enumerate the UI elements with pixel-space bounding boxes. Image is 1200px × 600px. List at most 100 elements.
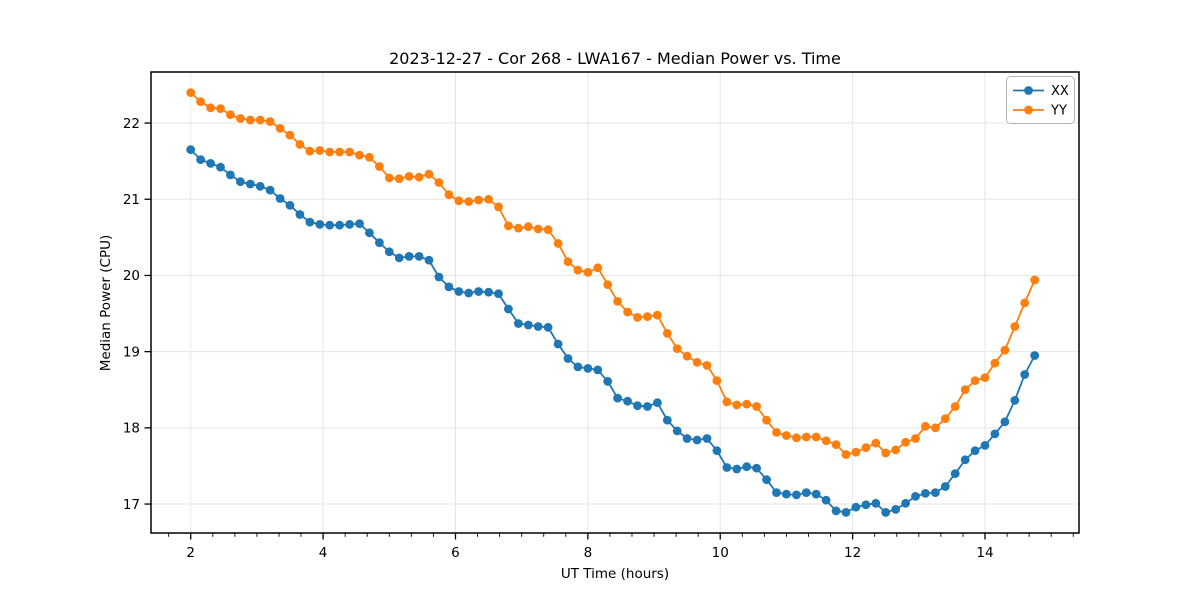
series-xx-point [772,488,781,497]
series-yy-point [901,437,910,447]
series-xx-point [970,446,980,456]
series-xx-point [315,220,325,229]
series-yy-point [861,443,871,453]
series-xx-point [216,162,225,172]
series-xx-point [494,289,503,299]
chart-title: 2023-12-27 - Cor 268 - LWA167 - Median P… [389,49,841,68]
series-xx-point [384,247,394,257]
series-xx-point [911,492,920,501]
series-xx-point [305,217,315,227]
x-axis-label: UT Time (hours) [561,566,669,582]
legend: XX YY [1006,76,1075,124]
series-xx-point [1010,396,1020,405]
series-yy-point [444,190,454,200]
series-xx-point [623,396,632,406]
series-yy-point [553,239,563,248]
series-yy-point [662,329,672,338]
series-xx-point [573,362,583,372]
series-yy-point [940,414,950,424]
series-xx-point [245,179,255,189]
series-xx-point [762,475,771,485]
series-yy-point [851,447,861,457]
series-yy-point [434,178,444,187]
series-xx-point [434,272,444,282]
series-yy-point [236,114,245,123]
series-yy-point [653,310,662,320]
series-xx-point [1030,351,1040,360]
series-yy-point [921,421,930,431]
series-xx-line [190,149,1036,514]
legend-marker-yy-icon [1024,105,1033,115]
series-yy-point [543,225,553,235]
series-xx-point [454,287,464,296]
x-tick-label: 14 [976,545,993,561]
series-yy-point [623,307,632,317]
x-tick-label: 8 [584,545,593,561]
series-xx-point [881,508,891,517]
y-tick-label: 17 [123,497,140,513]
series-xx-point [464,288,474,298]
series-yy-point [871,438,881,448]
series-xx-point [543,322,553,332]
series-xx-point [394,253,404,263]
series-yy-point [782,431,791,440]
series-yy-point [1010,322,1020,331]
series-xx-point [186,145,196,155]
series-xx-point [722,463,732,472]
series-xx-point [682,434,692,443]
x-tick-label: 10 [712,545,729,561]
series-yy-point [593,263,603,273]
series-yy-point [245,115,255,125]
series-yy-point [315,146,325,155]
series-yy-point [911,434,920,443]
series-xx-point [375,238,384,248]
series-yy-point [980,373,990,382]
series-xx-point [752,463,761,473]
y-tick-label: 20 [123,268,140,284]
series-yy-point [514,223,523,233]
series-yy-point [573,265,583,275]
legend-label-yy: YY [1050,104,1067,119]
series-xx-point [355,219,364,229]
series-xx-point [255,181,265,191]
series-yy-point [484,194,493,204]
series-yy-point [285,130,295,140]
series-yy-point [583,268,593,277]
series-xx-point [702,434,712,443]
series-yy-point [960,385,970,395]
series-yy-point [454,196,464,206]
series-xx-point [523,320,533,330]
series-xx-point [265,185,275,195]
series-yy-point [672,344,682,353]
series-xx-point [196,155,206,165]
series-yy-point [831,440,841,449]
legend-box [1006,76,1075,124]
series-yy-point [990,358,1000,368]
series-yy-point [325,147,335,157]
series-yy-point [414,172,424,182]
series-xx-point [712,446,722,456]
series-yy-point [792,433,801,443]
series-xx-point [295,210,305,219]
series-xx-point [950,469,960,478]
series-xx-point [871,498,881,508]
x-tick-label: 12 [844,545,861,561]
y-axis-label: Median Power (CPU) [98,235,114,371]
series-xx-point [901,498,910,508]
series-xx-point [533,322,543,331]
series-yy-point [742,399,752,409]
series-yy-point [275,123,285,133]
series-xx-point [414,252,424,261]
series-yy-point [206,103,216,113]
series-xx-point [603,377,613,386]
series-xx-point [633,401,642,411]
series-yy-point [394,174,404,184]
series-yy-point [643,312,652,321]
series-xx-point [444,282,454,292]
series-xx-point [365,228,374,238]
series-yy-point [1030,275,1040,285]
series-xx-point [206,159,216,168]
series-xx-point [285,200,295,210]
series-xx-point [335,220,344,230]
plot-frame [150,71,1080,534]
